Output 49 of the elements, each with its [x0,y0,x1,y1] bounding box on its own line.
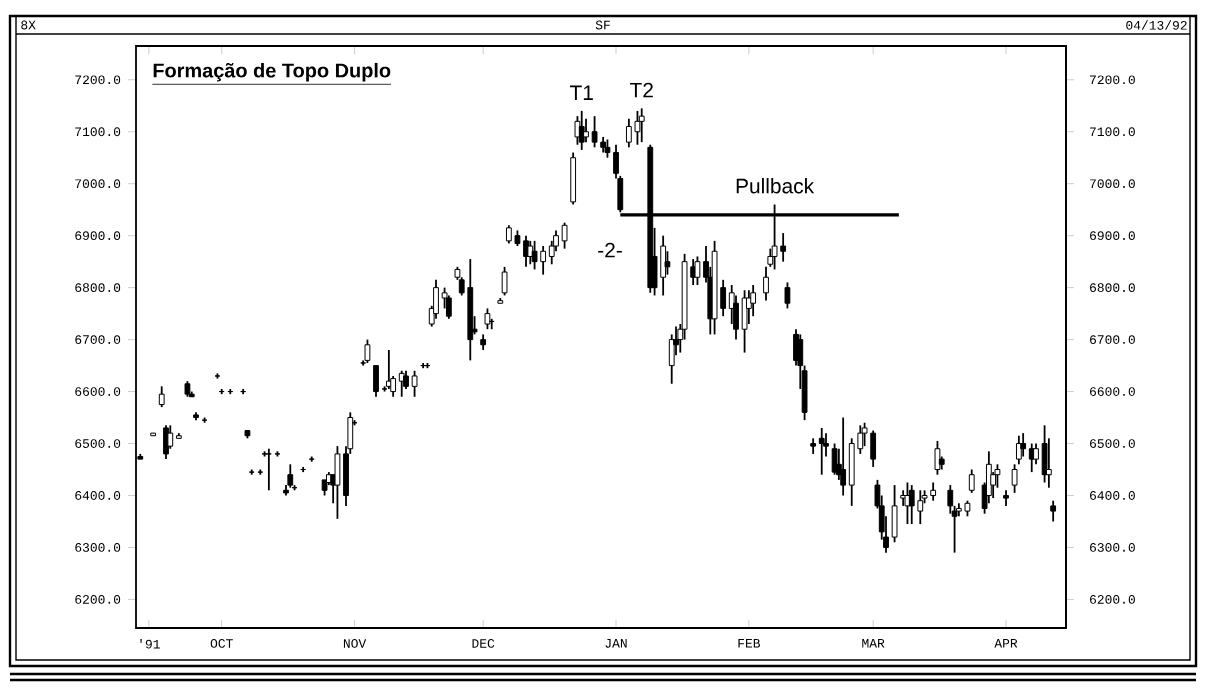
candlestick [411,369,418,398]
candlestick [818,427,825,476]
annotation: T2 [629,82,653,98]
candlestick [1015,434,1022,466]
candlestick [694,255,701,286]
candlestick [574,115,581,146]
candlestick [750,284,757,318]
candlestick [831,442,838,476]
candlestick [930,481,937,502]
candlestick [840,416,847,497]
candlestick [891,484,898,544]
annotation: -2- [598,242,622,258]
candlestick [505,224,512,245]
text: Formação de Topo Duplo [153,62,391,82]
candlestick [634,110,641,146]
candlestick [1041,424,1048,484]
candlestick [908,484,915,525]
candlestick [578,110,585,151]
candlestick [1050,499,1057,523]
candlestick [780,232,787,263]
candlestick [784,281,791,310]
candlestick [968,468,975,494]
candlestick [638,107,645,144]
candlestick [334,445,341,520]
candlestick [763,265,769,302]
candlestick [848,437,855,507]
candlestick [540,245,547,276]
candlestick [531,239,538,271]
candlestick [561,221,568,250]
candlestick [591,115,598,149]
candlestick [287,463,294,489]
candlestick [373,364,379,398]
candlestick [870,429,877,468]
annotation: Pullback [736,178,815,194]
candlestick [741,289,748,354]
candlestick [445,294,452,320]
candlestick [484,307,491,331]
candlestick [570,151,577,206]
candlestick [660,234,667,297]
candlestick [668,333,675,385]
candlestick [501,265,508,297]
annotation: T1 [569,85,593,100]
candlestick [1020,432,1027,458]
candlestick [625,117,632,149]
candlestick [158,385,165,409]
candlestick [664,250,671,276]
candlestick [527,239,534,266]
candlestick [364,338,371,364]
candlestick [1011,463,1018,494]
